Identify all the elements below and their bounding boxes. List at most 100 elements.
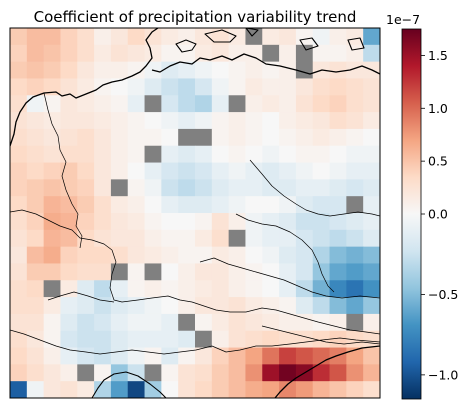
heatmap-cell bbox=[178, 280, 196, 298]
heatmap-cell bbox=[77, 28, 95, 46]
heatmap-cell bbox=[312, 145, 330, 163]
heatmap-cell bbox=[94, 95, 112, 113]
heatmap-cell bbox=[161, 313, 179, 332]
heatmap-cell bbox=[195, 263, 213, 281]
heatmap-cell-missing bbox=[228, 229, 246, 248]
heatmap-cell bbox=[127, 246, 145, 264]
heatmap-cell bbox=[60, 381, 78, 399]
heatmap-cell bbox=[127, 280, 145, 298]
heatmap-cell bbox=[312, 128, 330, 147]
border-slovenia bbox=[261, 325, 380, 345]
heatmap-cell bbox=[245, 145, 263, 163]
heatmap-cell bbox=[245, 347, 263, 365]
heatmap-cell bbox=[262, 297, 280, 315]
heatmap-cell bbox=[279, 213, 297, 231]
heatmap-cell bbox=[346, 145, 364, 163]
heatmap-cell bbox=[279, 162, 297, 180]
heatmap-cell bbox=[94, 112, 112, 130]
heatmap-cell bbox=[10, 330, 28, 348]
heatmap-cell bbox=[262, 162, 280, 180]
heatmap-cell bbox=[312, 246, 330, 264]
heatmap-cell bbox=[295, 196, 314, 214]
heatmap-cell bbox=[363, 280, 381, 298]
heatmap-cell bbox=[161, 196, 179, 214]
heatmap-cell bbox=[94, 44, 112, 63]
heatmap-cell bbox=[262, 280, 280, 298]
heatmap-cell bbox=[228, 112, 246, 130]
heatmap-cell bbox=[161, 61, 179, 79]
heatmap-cell bbox=[363, 28, 381, 46]
heatmap-cell bbox=[127, 112, 145, 130]
heatmap-cell bbox=[228, 28, 246, 46]
heatmap-cell bbox=[77, 162, 95, 180]
heatmap-cell bbox=[77, 263, 95, 281]
heatmap-cell bbox=[60, 179, 78, 197]
heatmap-cell bbox=[161, 330, 179, 348]
heatmap-cell bbox=[43, 330, 61, 348]
heatmap-cell bbox=[329, 347, 347, 365]
heatmap-cell bbox=[10, 280, 28, 298]
heatmap-cell bbox=[26, 229, 45, 248]
heatmap-cell bbox=[228, 162, 246, 180]
heatmap-cell bbox=[245, 196, 263, 214]
heatmap-cell bbox=[77, 381, 95, 399]
heatmap-cell bbox=[43, 95, 61, 113]
heatmap-cell bbox=[110, 229, 129, 248]
heatmap-cell bbox=[245, 179, 263, 197]
heatmap-cell bbox=[60, 78, 78, 96]
heatmap-cell bbox=[228, 145, 246, 163]
heatmap-cell bbox=[195, 112, 213, 130]
heatmap-cell bbox=[110, 128, 129, 147]
heatmap-cell bbox=[10, 162, 28, 180]
heatmap-cell bbox=[195, 162, 213, 180]
heatmap-cell bbox=[363, 128, 381, 147]
heatmap-cell bbox=[295, 297, 314, 315]
colorbar-ticks: 1.5 1.0 0.5 0.0 −0.5 −1.0 bbox=[421, 48, 458, 382]
heatmap-cell bbox=[144, 297, 162, 315]
heatmap-cell bbox=[60, 229, 78, 248]
heatmap-cell bbox=[161, 44, 179, 63]
heatmap-cell bbox=[77, 128, 95, 147]
heatmap-cell bbox=[178, 61, 196, 79]
heatmap-cell bbox=[178, 112, 196, 130]
heatmap-cell bbox=[195, 61, 213, 79]
heatmap-cell bbox=[60, 112, 78, 130]
heatmap-cell bbox=[211, 263, 230, 281]
heatmap-cell bbox=[363, 44, 381, 63]
heatmap-cell bbox=[228, 78, 246, 96]
heatmap-cell bbox=[60, 347, 78, 365]
heatmap-cell bbox=[329, 179, 347, 197]
heatmap-cell bbox=[144, 246, 162, 264]
heatmap-cell bbox=[363, 330, 381, 348]
heatmap-cell bbox=[94, 313, 112, 332]
heatmap-cell bbox=[43, 229, 61, 248]
heatmap-cell bbox=[26, 44, 45, 63]
heatmap-cell bbox=[43, 213, 61, 231]
heatmap-cell bbox=[329, 313, 347, 332]
heatmap-cell bbox=[144, 330, 162, 348]
heatmap-cell bbox=[329, 381, 347, 399]
heatmap-cell bbox=[346, 78, 364, 96]
heatmap-cell bbox=[245, 61, 263, 79]
heatmap-cell bbox=[77, 213, 95, 231]
heatmap-cell bbox=[10, 28, 28, 46]
heatmap-cell bbox=[10, 263, 28, 281]
heatmap-cell bbox=[245, 263, 263, 281]
heatmap-cell bbox=[245, 381, 263, 399]
heatmap-cell bbox=[363, 145, 381, 163]
heatmap-cell bbox=[346, 330, 364, 348]
heatmap-cell bbox=[363, 229, 381, 248]
heatmap-cell bbox=[94, 364, 112, 382]
heatmap-cell bbox=[178, 213, 196, 231]
heatmap-cell bbox=[195, 229, 213, 248]
heatmap-cell bbox=[161, 364, 179, 382]
chart-title: Coefficient of precipitation variability… bbox=[33, 8, 357, 26]
heatmap-cell bbox=[195, 280, 213, 298]
heatmap-cell bbox=[26, 179, 45, 197]
heatmap-cell bbox=[295, 213, 314, 231]
heatmap-cell bbox=[363, 381, 381, 399]
heatmap-cell bbox=[262, 179, 280, 197]
heatmap-cell-missing bbox=[178, 313, 196, 332]
heatmap-cell bbox=[144, 229, 162, 248]
heatmap-cell bbox=[77, 196, 95, 214]
